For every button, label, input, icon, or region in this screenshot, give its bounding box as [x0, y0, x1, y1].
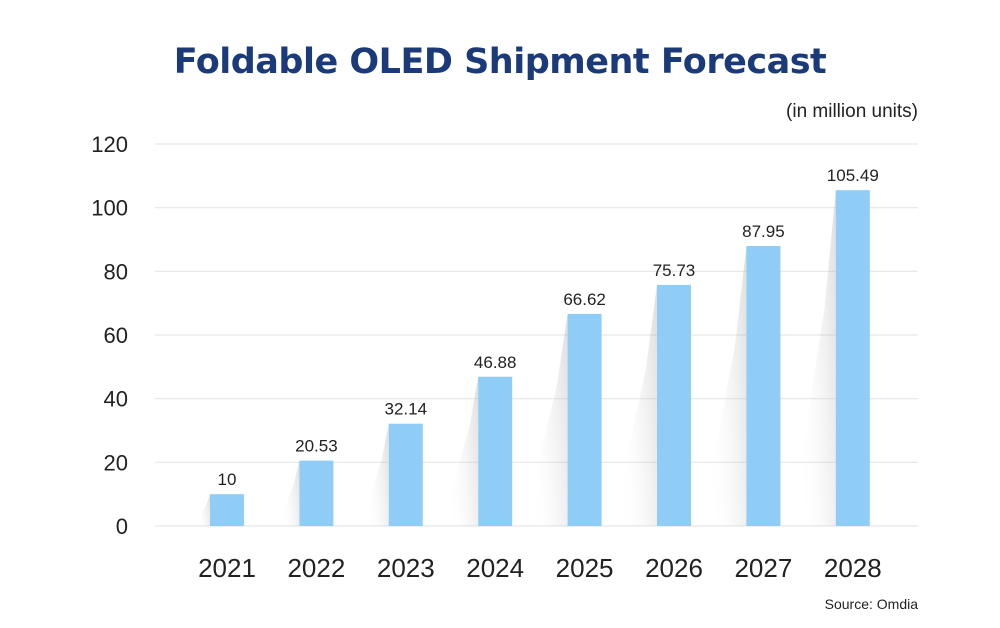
bar-2021 [210, 494, 244, 526]
x-tick-label: 2024 [466, 553, 524, 583]
value-label: 66.62 [563, 290, 606, 309]
y-tick-label: 120 [91, 132, 128, 157]
bar-2026 [657, 284, 691, 526]
x-tick-label: 2025 [556, 553, 614, 583]
value-labels: 10 20.53 32.14 46.88 66.62 75.73 87.95 105.49 [218, 166, 879, 489]
x-tick-label: 2023 [377, 553, 435, 583]
y-tick-label: 80 [104, 259, 128, 284]
bar-shadow [441, 376, 479, 526]
value-label: 46.88 [474, 353, 517, 372]
bar-2022 [299, 460, 334, 526]
bar-shadow [522, 313, 568, 526]
bar-2024 [478, 376, 513, 526]
bar-shadow [194, 494, 210, 526]
x-tick-label: 2021 [198, 553, 256, 583]
y-axis-ticks: 0 20 40 60 80 100 120 [91, 132, 128, 539]
y-tick-label: 40 [104, 387, 128, 412]
x-axis-ticks: 2021 2022 2023 2024 2025 2026 2027 2028 [198, 553, 882, 583]
source-note: Source: Omdia [825, 596, 919, 612]
bar-shadow [701, 246, 747, 527]
bar-2023 [388, 423, 423, 526]
y-tick-label: 100 [91, 196, 128, 221]
value-label: 32.14 [385, 400, 428, 419]
bar-shadow [790, 190, 836, 526]
bar-2027 [746, 246, 781, 527]
bar-shadow [612, 284, 657, 526]
bar-2025 [567, 313, 602, 526]
bar-shadow [360, 423, 389, 526]
bar-shadow [277, 460, 300, 526]
x-tick-label: 2027 [734, 553, 792, 583]
y-tick-label: 0 [116, 514, 128, 539]
value-label: 20.53 [295, 437, 338, 456]
value-label: 87.95 [742, 222, 785, 241]
y-tick-label: 20 [104, 450, 128, 475]
chart-title: Foldable OLED Shipment Forecast [174, 42, 827, 82]
x-tick-label: 2028 [824, 553, 882, 583]
x-tick-label: 2022 [287, 553, 345, 583]
unit-label: (in million units) [786, 101, 918, 122]
value-label: 10 [218, 470, 237, 489]
bars [210, 190, 870, 527]
value-label: 75.73 [653, 261, 696, 280]
value-label: 105.49 [827, 166, 879, 185]
y-tick-label: 60 [104, 323, 128, 348]
x-tick-label: 2026 [645, 553, 703, 583]
bar-shadows [194, 190, 836, 527]
gridlines [155, 143, 918, 527]
bar-2028 [835, 190, 870, 526]
